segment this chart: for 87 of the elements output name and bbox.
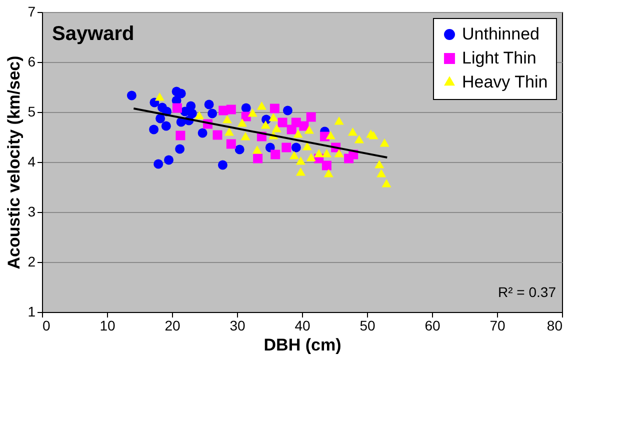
point — [296, 168, 306, 176]
point — [252, 146, 262, 154]
x-tick-label: 70 — [490, 318, 506, 334]
point — [212, 130, 222, 140]
point — [180, 106, 190, 116]
point — [154, 92, 164, 101]
x-tick-label: 40 — [294, 318, 310, 334]
x-tick-label: 30 — [230, 318, 246, 334]
point — [306, 153, 316, 162]
point — [376, 169, 386, 178]
point — [348, 128, 358, 136]
point — [161, 121, 171, 131]
point — [322, 160, 332, 170]
legend-label: Unthinned — [462, 24, 540, 44]
point — [150, 98, 160, 108]
point — [299, 121, 309, 131]
point — [208, 108, 218, 118]
y-tick-label: 1 — [28, 304, 36, 320]
y-tick-label: 6 — [28, 54, 36, 70]
point — [126, 90, 136, 100]
point — [175, 144, 185, 154]
point — [324, 169, 334, 178]
point — [240, 132, 250, 140]
point — [334, 116, 344, 125]
point — [198, 128, 208, 138]
point — [270, 104, 280, 114]
point — [226, 139, 236, 149]
point — [224, 128, 234, 136]
y-tick-label: 4 — [28, 154, 36, 170]
point — [154, 159, 164, 169]
point — [253, 154, 263, 164]
y-axis-title: Acoustic velocity (km/sec) — [4, 56, 24, 270]
point — [296, 156, 306, 165]
point — [260, 120, 270, 129]
point — [304, 126, 314, 134]
point — [368, 131, 378, 140]
point — [241, 103, 251, 113]
point — [265, 142, 275, 152]
point — [226, 104, 236, 114]
point — [374, 160, 384, 168]
point — [158, 102, 167, 112]
point — [322, 149, 332, 158]
point — [326, 131, 336, 140]
point — [354, 135, 364, 144]
point — [268, 113, 278, 122]
point — [382, 179, 392, 188]
point — [256, 102, 266, 110]
point — [272, 124, 282, 132]
point — [248, 108, 258, 117]
point — [149, 124, 159, 134]
point — [218, 160, 228, 170]
point — [164, 155, 174, 165]
point — [172, 103, 182, 113]
annotation: Sayward — [52, 23, 134, 45]
annotation: R² = 0.37 — [498, 284, 556, 300]
x-tick-label: 0 — [42, 318, 50, 334]
point — [289, 151, 299, 160]
point — [278, 118, 288, 128]
legend-label: Heavy Thin — [462, 72, 548, 92]
point — [156, 114, 166, 124]
point — [176, 130, 186, 140]
point — [306, 112, 316, 122]
y-tick-label: 5 — [28, 104, 36, 120]
x-tick-label: 80 — [546, 318, 563, 334]
point — [204, 100, 214, 110]
point — [334, 149, 344, 158]
y-tick-label: 2 — [28, 254, 36, 270]
point — [282, 142, 292, 152]
point — [302, 142, 312, 150]
x-tick-label: 20 — [164, 318, 180, 334]
x-tick-label: 10 — [100, 318, 116, 334]
x-tick-label: 60 — [424, 318, 440, 334]
x-tick-label: 50 — [360, 318, 376, 334]
point — [314, 149, 324, 158]
y-tick-label: 7 — [28, 4, 36, 20]
point — [194, 111, 204, 120]
point — [234, 144, 244, 154]
legend-label: Light Thin — [462, 48, 536, 68]
x-axis-title: DBH (cm) — [264, 336, 342, 354]
point — [270, 150, 280, 160]
point — [282, 106, 292, 116]
point — [380, 138, 390, 147]
point — [291, 142, 301, 152]
y-tick-label: 3 — [28, 204, 36, 220]
point — [222, 115, 232, 124]
point — [237, 118, 247, 127]
point — [293, 130, 303, 138]
